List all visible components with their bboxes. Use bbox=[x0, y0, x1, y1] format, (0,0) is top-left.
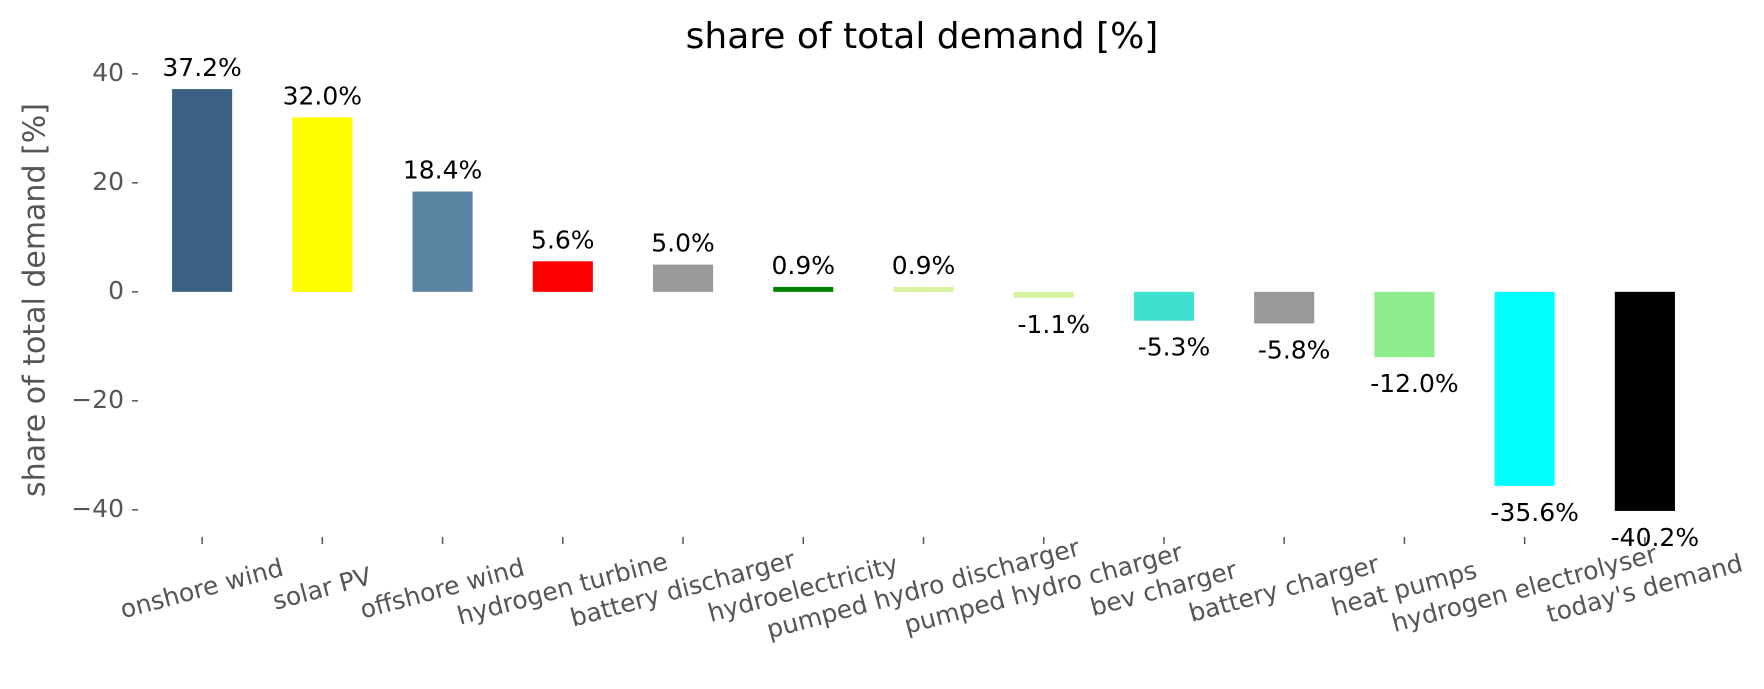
value-label: -12.0% bbox=[1370, 369, 1458, 398]
bar bbox=[1494, 291, 1555, 486]
bar bbox=[172, 89, 233, 292]
value-label: 18.4% bbox=[403, 156, 482, 185]
y-tick-label: 20 bbox=[92, 167, 124, 196]
value-label: -40.2% bbox=[1611, 523, 1699, 552]
bar bbox=[1614, 291, 1675, 511]
bar bbox=[292, 117, 353, 292]
y-tick-label: 0 bbox=[108, 276, 124, 305]
value-label: -5.8% bbox=[1258, 335, 1331, 364]
bar bbox=[1133, 291, 1195, 321]
value-label: 37.2% bbox=[162, 53, 241, 82]
bar bbox=[1254, 291, 1315, 324]
bar bbox=[652, 264, 714, 292]
value-label: 0.9% bbox=[892, 251, 956, 280]
x-tick-label: solar PV bbox=[269, 561, 374, 615]
bar bbox=[893, 286, 954, 292]
value-label: 5.0% bbox=[651, 229, 715, 258]
bar bbox=[532, 261, 593, 292]
value-label: 0.9% bbox=[772, 251, 836, 280]
value-label: -1.1% bbox=[1017, 310, 1090, 339]
bar bbox=[1013, 291, 1074, 298]
value-label: 5.6% bbox=[531, 225, 595, 254]
bar bbox=[1374, 291, 1435, 358]
y-tick-label: −20 bbox=[71, 385, 124, 414]
chart-title: share of total demand [%] bbox=[686, 16, 1159, 57]
value-label: -5.3% bbox=[1138, 333, 1211, 362]
bar bbox=[412, 191, 473, 292]
x-tick-label: onshore wind bbox=[117, 553, 286, 624]
value-label: 32.0% bbox=[283, 81, 362, 110]
y-tick-label: 40 bbox=[92, 58, 124, 87]
y-axis-label: share of total demand [%] bbox=[18, 103, 53, 497]
value-label: -35.6% bbox=[1490, 498, 1578, 527]
bar bbox=[773, 286, 834, 292]
y-tick-label: −40 bbox=[71, 494, 124, 523]
